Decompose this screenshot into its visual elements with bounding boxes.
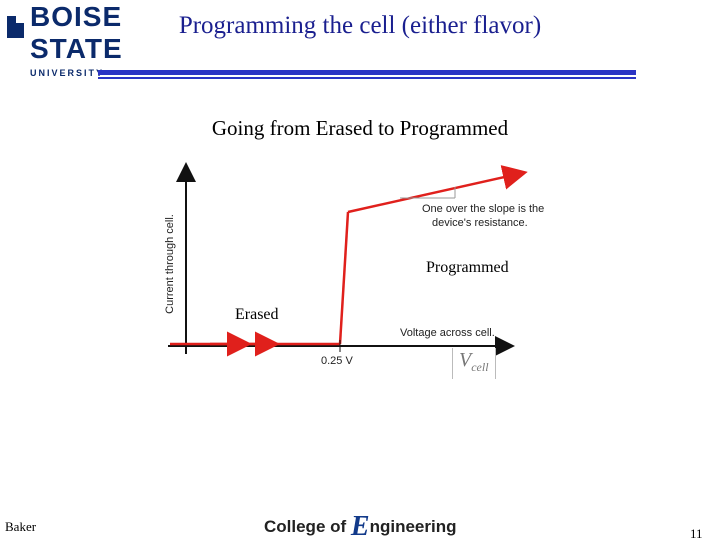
vcell-symbol: Vcell	[452, 348, 496, 379]
college-e: E	[350, 511, 370, 542]
college-prefix: College of	[264, 517, 351, 536]
vcell-subscript: cell	[471, 360, 489, 374]
slope-annotation-line-2: device's resistance.	[432, 217, 528, 229]
slope-annotation-line-1: One over the slope is the	[422, 203, 545, 215]
y-axis-label: Current through cell.	[164, 214, 176, 314]
state-outline-icon	[7, 16, 24, 38]
switching-segment	[338, 211, 350, 345]
programmed-segment	[347, 165, 528, 214]
logo-line-2: STATE	[30, 33, 123, 64]
header-rule-thin	[98, 77, 636, 79]
x-axis-label: Voltage across cell.	[400, 327, 495, 339]
page-number: 11	[690, 526, 703, 541]
logo-line-3: UNIVERSITY	[30, 68, 105, 78]
college-logo: College of Engineering	[264, 511, 457, 543]
diagram-subtitle: Going from Erased to Programmed	[211, 116, 509, 140]
header-rule	[98, 70, 636, 75]
university-logo: BOISE STATE UNIVERSITY	[4, 2, 122, 82]
vcell-main: V	[459, 349, 472, 371]
page-title: Programming the cell (either flavor)	[178, 12, 542, 39]
author-label: Baker	[5, 519, 37, 534]
college-suffix: ngineering	[369, 517, 457, 536]
threshold-label: 0.25 V	[321, 355, 353, 367]
erased-label: Erased	[235, 306, 279, 323]
iv-curve-diagram	[168, 162, 528, 357]
logo-line-1: BOISE	[30, 1, 123, 32]
programmed-label: Programmed	[426, 259, 509, 276]
